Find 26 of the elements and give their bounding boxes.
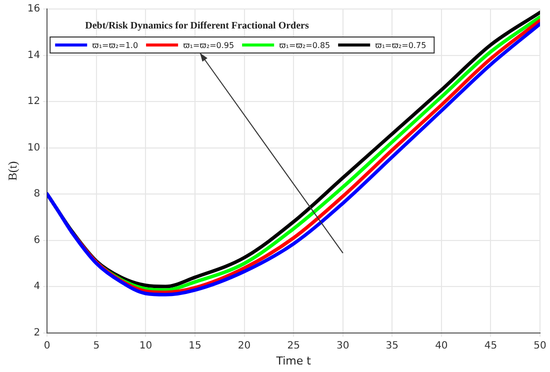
- x-tick-label: 15: [188, 340, 202, 352]
- x-tick-label: 35: [386, 340, 399, 352]
- legend-label: ϖ₁=ϖ₂=0.95: [183, 41, 234, 50]
- y-axis-title: B(t): [5, 161, 20, 181]
- x-tick-label: 50: [534, 340, 546, 352]
- x-tick-label: 40: [435, 340, 448, 352]
- x-tick-label: 30: [336, 340, 350, 352]
- y-tick-label: 6: [34, 234, 40, 246]
- x-tick-label: 5: [93, 340, 100, 352]
- legend-label: ϖ₁=ϖ₂=0.75: [375, 41, 426, 50]
- x-tick-label: 25: [287, 340, 300, 352]
- x-tick-label: 45: [484, 340, 498, 352]
- y-tick-label: 2: [34, 327, 40, 338]
- y-tick-label: 12: [27, 96, 40, 108]
- x-tick-label: 0: [44, 340, 50, 352]
- y-tick-label: 16: [27, 4, 40, 15]
- legend-label: ϖ₁=ϖ₂=1.0: [92, 41, 138, 50]
- legend-label: ϖ₁=ϖ₂=0.85: [279, 41, 330, 50]
- y-tick-label: 14: [27, 50, 40, 61]
- y-tick-label: 8: [34, 188, 40, 200]
- x-axis-title: Time t: [275, 354, 312, 368]
- y-tick-label: 10: [27, 142, 40, 154]
- text: Debt/Risk Dynamics for Different Fractional Orders: [85, 20, 309, 32]
- x-tick-label: 20: [238, 340, 251, 352]
- y-tick-label: 4: [34, 281, 40, 292]
- x-tick-label: 10: [139, 340, 152, 352]
